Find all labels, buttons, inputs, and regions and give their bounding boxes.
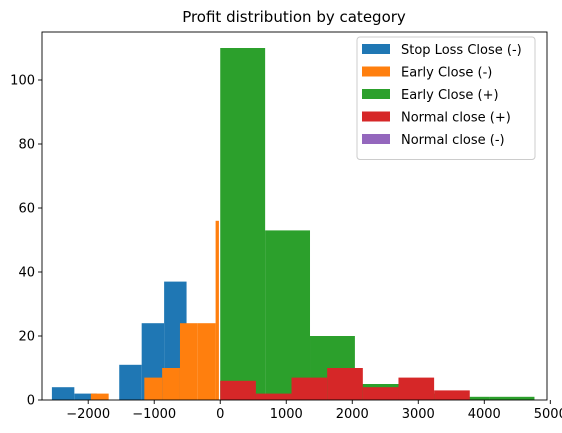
bar-1-4: [162, 368, 180, 400]
x-tick-label-0: −2000: [66, 407, 110, 422]
y-tick-label-3: 60: [18, 202, 35, 217]
legend-label-1: Early Close (-): [401, 66, 492, 81]
bar-0-3: [119, 364, 142, 400]
bar-1-3: [144, 377, 163, 400]
x-tick-label-2: 0: [216, 407, 224, 422]
axes-frame: [41, 31, 548, 401]
bar-2-1: [265, 230, 311, 400]
bar-1-0: [90, 393, 109, 400]
legend-swatch-0: [362, 44, 390, 54]
bar-3-4: [362, 387, 399, 400]
legend-swatch-4: [362, 134, 390, 144]
bar-3-5: [398, 377, 435, 400]
legend-label-0: Stop Loss Close (-): [401, 43, 522, 58]
series-1: [90, 220, 219, 400]
x-tick-label-6: 4000: [468, 407, 501, 422]
bar-3-6: [434, 390, 470, 400]
chart-title: Profit distribution by category: [182, 8, 406, 26]
bar-1-5: [179, 323, 198, 400]
bar-3-0: [220, 380, 256, 400]
bar-1-7: [215, 220, 219, 400]
legend-label-2: Early Close (+): [401, 88, 499, 103]
y-tick-label-0: 0: [27, 394, 35, 409]
bar-0-1: [74, 393, 97, 400]
plot-area: [51, 48, 535, 400]
y-tick-label-5: 100: [10, 74, 35, 89]
y-tick-label-2: 40: [18, 266, 35, 281]
legend-label-3: Normal close (+): [401, 111, 511, 126]
legend-swatch-3: [362, 111, 390, 122]
bar-3-2: [291, 377, 328, 400]
series-3: [220, 368, 470, 400]
y-tick-label-4: 80: [18, 138, 35, 153]
legend-swatch-1: [362, 66, 390, 77]
x-tick-label-3: 1000: [270, 407, 303, 422]
legend: Stop Loss Close (-) Early Close (-) Early …: [356, 36, 536, 160]
x-tick-label-4: 2000: [336, 407, 369, 422]
y-tick-label-1: 20: [18, 330, 35, 345]
bar-2-0: [220, 48, 266, 400]
legend-swatch-2: [362, 89, 390, 99]
x-tick-label-5: 3000: [402, 407, 435, 422]
legend-box: [356, 36, 536, 160]
bar-3-1: [255, 393, 292, 400]
bar-1-6: [197, 323, 216, 400]
bar-3-3: [327, 368, 363, 400]
bar-0-0: [51, 387, 75, 400]
x-tick-label-1: −1000: [132, 407, 176, 422]
legend-label-4: Normal close (-): [401, 133, 505, 148]
bar-2-6: [489, 396, 535, 400]
